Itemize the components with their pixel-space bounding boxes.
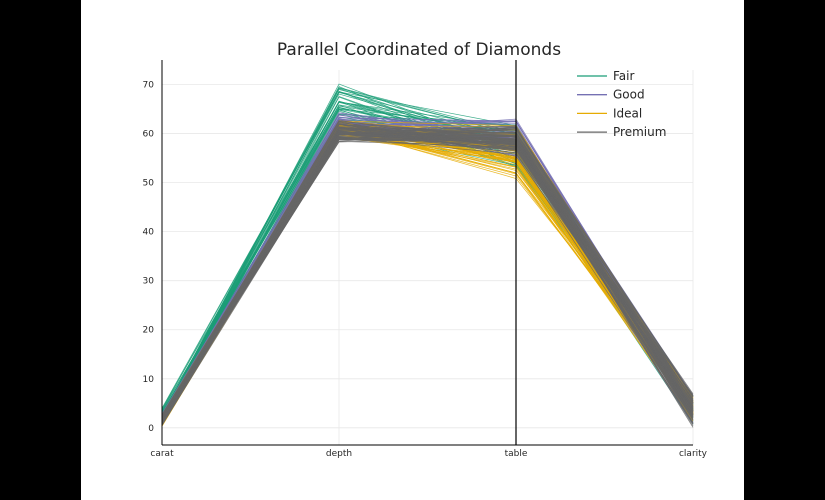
series-line-fair [161,108,694,421]
legend-item-premium: Premium [577,125,666,139]
legend-label: Ideal [613,106,642,120]
x-tick-label-clarity: clarity [679,449,708,459]
y-tick-label: 50 [143,179,155,189]
series-line-fair [161,109,694,417]
x-tick-label-carat: carat [150,449,174,459]
series-line-premium [161,124,694,418]
series-line-fair [161,104,694,417]
chart-title: Parallel Coordinated of Diamonds [277,40,561,60]
x-tick-label-depth: depth [326,449,352,459]
series-line-premium [161,134,694,425]
x-tick-label-table: table [505,449,528,459]
legend-label: Premium [613,125,666,139]
series-line-fair [161,109,694,419]
legend-label: Fair [613,69,634,83]
y-tick-label: 70 [143,81,155,91]
y-tick-label: 0 [148,424,154,434]
series-line-fair [161,113,694,411]
series-lines [161,83,694,428]
axes: 0 10 20 30 40 50 60 70 carat depth table clarity [143,60,708,459]
parallel-coordinates-chart: Parallel Coordinated of Diamonds 0 10 20 30… [143,40,708,459]
series-line-premium [161,124,694,424]
legend: Fair Good Ideal Premium [577,69,666,139]
y-tick-label: 60 [143,130,155,140]
y-tick-label: 20 [143,326,155,336]
legend-item-fair: Fair [577,69,634,83]
series-line-fair [161,106,694,420]
series-line-fair [161,104,694,416]
legend-item-ideal: Ideal [577,106,642,120]
y-tick-label: 10 [143,375,155,385]
series-line-fair [161,107,694,416]
y-tick-label: 40 [143,228,155,238]
series-line-premium [161,130,694,423]
series-premium [161,119,694,428]
figure-canvas: Parallel Coordinated of Diamonds 0 10 20 30… [81,0,744,500]
series-line-fair [161,107,694,415]
legend-label: Good [613,88,645,102]
legend-item-good: Good [577,88,645,102]
y-tick-label: 30 [143,277,155,287]
